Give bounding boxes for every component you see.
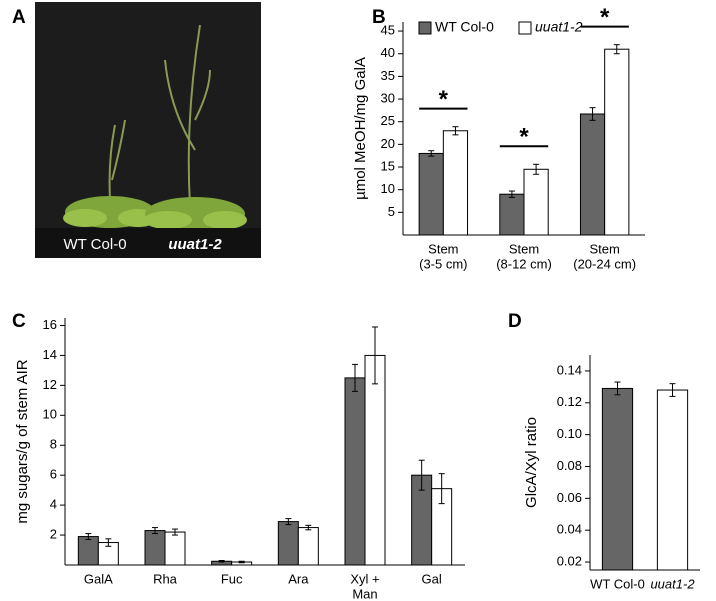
y-tick-label: 15 — [381, 158, 395, 173]
photo: WT Col-0 uuat1-2 — [35, 2, 261, 258]
significance-star: * — [439, 86, 449, 113]
x-tick-label: (8-12 cm) — [496, 256, 552, 271]
x-tick-label: (3-5 cm) — [419, 256, 467, 271]
bar — [364, 354, 386, 566]
significance-star: * — [600, 4, 610, 31]
y-tick-label: 25 — [381, 113, 395, 128]
x-tick-label: Gal — [422, 571, 442, 586]
x-tick-label: WT Col-0 — [590, 576, 645, 591]
bar — [499, 193, 525, 236]
bar — [579, 113, 606, 236]
photo-label: uuat1-2 — [168, 236, 222, 253]
bar — [418, 152, 444, 236]
legend-swatch — [518, 21, 532, 35]
y-tick-label: 10 — [381, 181, 395, 196]
legend-swatch — [418, 21, 432, 35]
y-axis-label: GlcA/Xyl ratio — [523, 417, 540, 508]
y-tick-label: 45 — [381, 23, 395, 38]
y-tick-label: 35 — [381, 68, 395, 83]
y-tick-label: 0.06 — [557, 490, 582, 505]
y-tick-label: 6 — [50, 467, 57, 482]
x-tick-label: Ara — [288, 571, 309, 586]
y-tick-label: 0.14 — [557, 362, 582, 377]
x-tick-label: GalA — [84, 571, 113, 586]
x-tick-label: Stem — [589, 241, 619, 256]
bar — [297, 527, 319, 566]
y-tick-label: 0.04 — [557, 522, 582, 537]
bar — [604, 48, 630, 236]
y-tick-label: 40 — [381, 45, 395, 60]
panel-label: B — [372, 7, 386, 28]
y-tick-label: 0.10 — [557, 426, 582, 441]
y-tick-label: 8 — [50, 437, 57, 452]
x-tick-label: (20-24 cm) — [573, 256, 636, 271]
bar — [656, 389, 689, 571]
x-tick-label: Fuc — [221, 571, 243, 586]
y-tick-label: 10 — [43, 407, 57, 422]
x-tick-label: Man — [352, 586, 377, 601]
legend-label: uuat1-2 — [535, 19, 583, 35]
bar — [601, 387, 634, 571]
y-tick-label: 5 — [388, 204, 395, 219]
y-axis-label: mg sugars/g of stem AIR — [14, 359, 31, 523]
y-tick-label: 4 — [50, 497, 57, 512]
bar — [77, 536, 99, 566]
y-tick-label: 12 — [43, 377, 57, 392]
y-tick-label: 16 — [43, 317, 57, 332]
panel-label: A — [12, 7, 26, 28]
x-tick-label: Xyl + — [350, 571, 379, 586]
y-tick-label: 2 — [50, 526, 57, 541]
bar — [144, 530, 166, 566]
y-tick-label: 20 — [381, 136, 395, 151]
y-tick-label: 0.02 — [557, 553, 582, 568]
y-tick-label: 14 — [43, 347, 57, 362]
y-tick-label: 30 — [381, 90, 395, 105]
x-tick-label: uuat1-2 — [650, 576, 695, 591]
bar — [344, 377, 366, 566]
x-tick-label: Rha — [153, 571, 178, 586]
bar — [523, 168, 549, 236]
panel-label: D — [508, 311, 522, 332]
panel-label: C — [12, 311, 26, 332]
bar — [442, 130, 469, 236]
legend-label: WT Col-0 — [435, 19, 494, 35]
bar — [277, 521, 299, 566]
y-axis-label: µmol MeOH/mg GalA — [352, 57, 369, 200]
y-tick-label: 0.12 — [557, 394, 582, 409]
photo-label: WT Col-0 — [63, 236, 126, 253]
x-tick-label: Stem — [509, 241, 539, 256]
y-tick-label: 0.08 — [557, 458, 582, 473]
x-tick-label: Stem — [428, 241, 458, 256]
bar — [164, 531, 186, 566]
significance-star: * — [519, 124, 529, 151]
